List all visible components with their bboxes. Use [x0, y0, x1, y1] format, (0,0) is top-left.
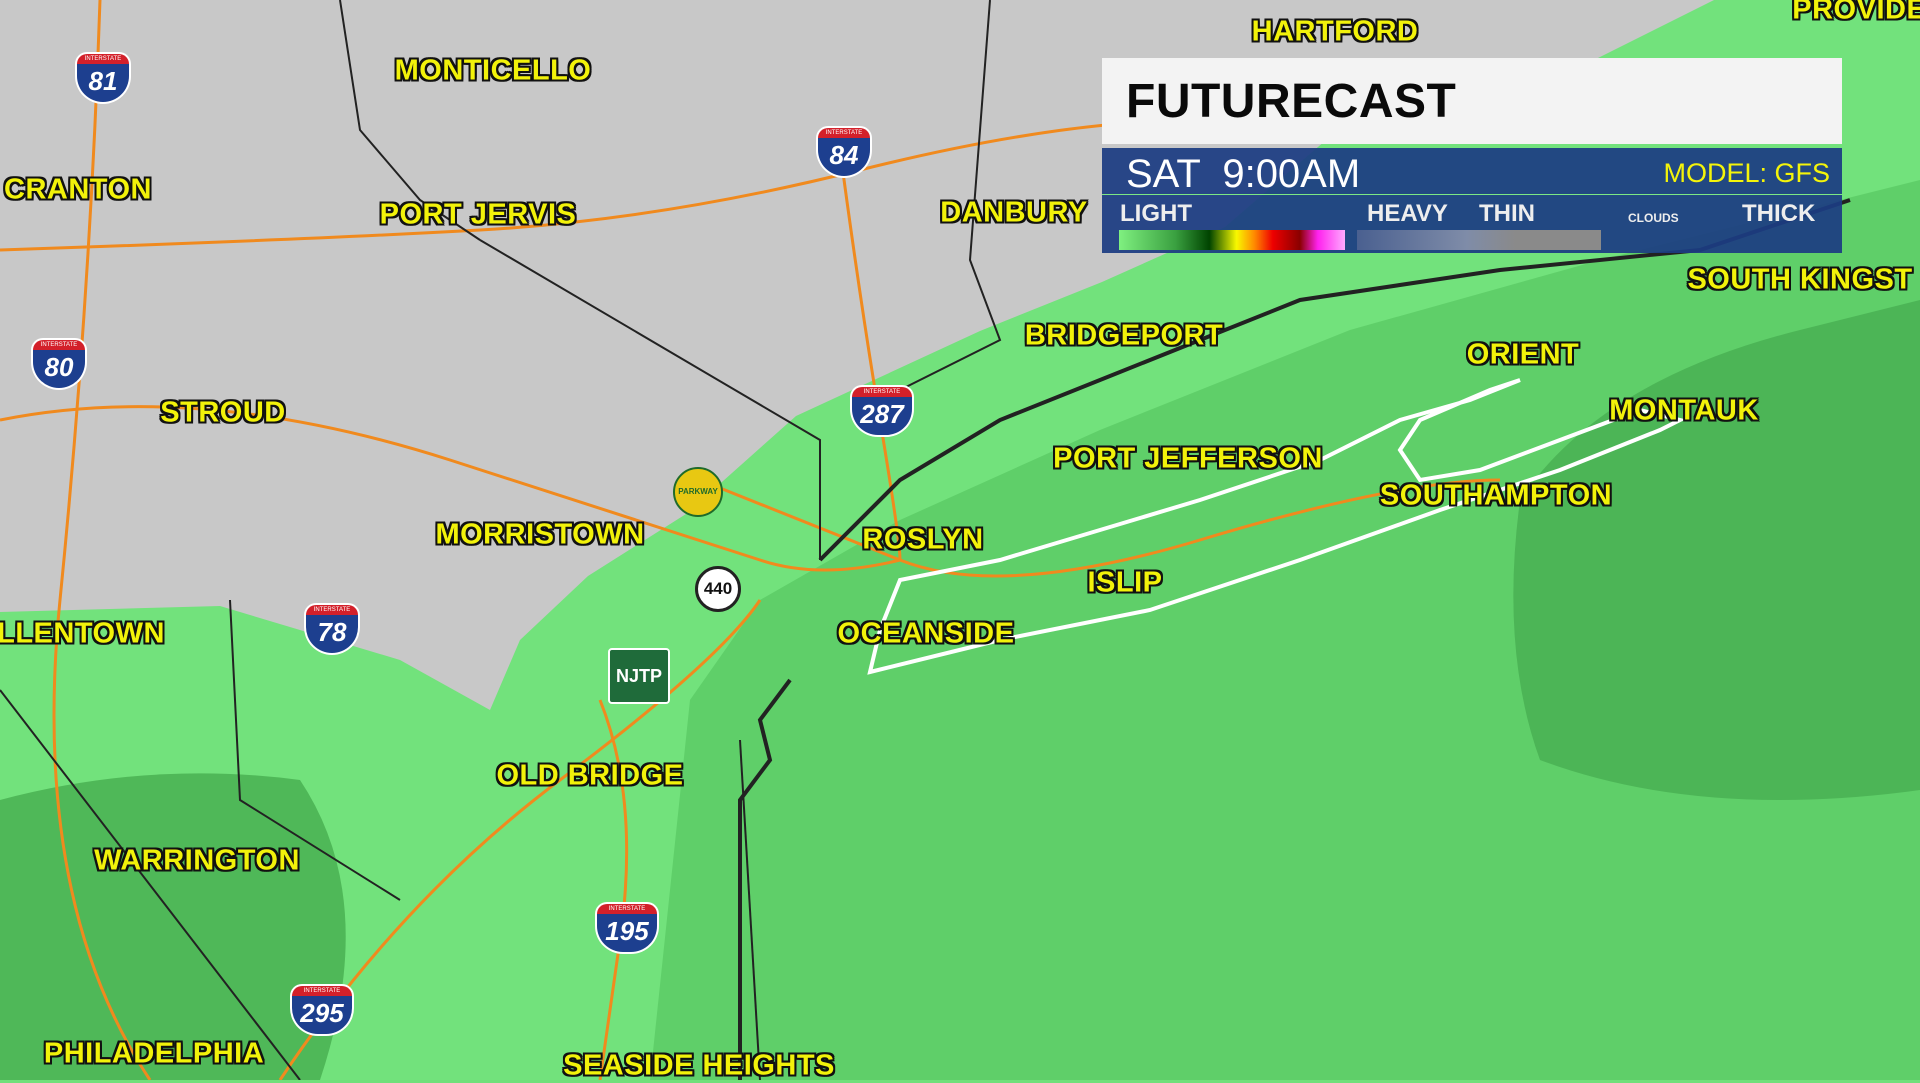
cloud-thick-label: THICK	[1742, 200, 1816, 227]
city-label: MONTAUK	[1609, 394, 1759, 427]
rain-dark-area	[1513, 300, 1920, 800]
precip-heavy-label: HEAVY	[1367, 200, 1448, 227]
long-island	[867, 378, 1686, 675]
nj-turnpike-shield: NJTP	[608, 648, 670, 704]
city-label: ROSLYN	[862, 523, 984, 556]
city-label: WARRINGTON	[94, 844, 300, 877]
city-label: SOUTH KINGST	[1687, 263, 1913, 296]
interstate-80-shield: INTERSTATE 80	[31, 338, 87, 390]
cloud-thin-label: THIN	[1479, 200, 1535, 227]
interstate-195-shield: INTERSTATE 195	[595, 902, 659, 954]
city-label: PORT JEFFERSON	[1053, 442, 1323, 475]
interstate-295-shield: INTERSTATE 295	[290, 984, 354, 1036]
divider	[1102, 194, 1842, 195]
city-label: CRANTON	[4, 173, 152, 206]
city-label: SEASIDE HEIGHTS	[563, 1049, 835, 1082]
rain-mid-area	[650, 180, 1920, 1080]
garden-state-parkway-shield: PARKWAY	[673, 467, 723, 517]
precip-light-label: LIGHT	[1120, 200, 1192, 227]
city-label: MORRISTOWN	[435, 518, 645, 551]
city-label: DANBURY	[940, 196, 1088, 229]
interstate-81-shield: INTERSTATE 81	[75, 52, 131, 104]
forecast-time: SAT 9:00AM	[1126, 152, 1361, 196]
city-label: OCEANSIDE	[837, 617, 1015, 650]
legend-title: FUTURECAST	[1126, 74, 1457, 128]
city-label: ORIENT	[1466, 338, 1580, 371]
precip-intensity-scale	[1119, 230, 1345, 250]
city-label: SOUTHAMPTON	[1379, 479, 1613, 512]
interstate-78-shield: INTERSTATE 78	[304, 603, 360, 655]
city-label: PHILADELPHIA	[43, 1037, 265, 1070]
city-label: PROVIDEN	[1792, 0, 1920, 26]
route-440-shield: 440	[695, 566, 741, 612]
connecticut-coast	[818, 198, 1851, 562]
city-label: ISLIP	[1087, 566, 1163, 599]
city-label: LLENTOWN	[0, 617, 165, 650]
city-label: HARTFORD	[1251, 15, 1419, 48]
nj-coast	[738, 678, 792, 1080]
county-borders	[0, 0, 1002, 1080]
city-label: MONTICELLO	[394, 54, 592, 87]
futurecast-legend: FUTURECAST SAT 9:00AM MODEL: GFS LIGHT H…	[1102, 58, 1842, 253]
city-label: BRIDGEPORT	[1024, 319, 1224, 352]
cloud-cover-scale	[1357, 230, 1601, 250]
interstate-287-shield: INTERSTATE 287	[850, 385, 914, 437]
city-label: OLD BRIDGE	[496, 759, 684, 792]
clouds-label: CLOUDS	[1628, 211, 1679, 225]
city-label: STROUD	[160, 396, 286, 429]
city-label: PORT JERVIS	[379, 198, 577, 231]
no-precip-area	[0, 0, 1714, 710]
model-label: MODEL: GFS	[1663, 158, 1830, 188]
interstate-84-shield: INTERSTATE 84	[816, 126, 872, 178]
legend-title-bar: FUTURECAST	[1102, 58, 1842, 144]
rain-dark-area-sw	[0, 773, 346, 1080]
legend-info-panel: SAT 9:00AM MODEL: GFS LIGHT HEAVY THIN C…	[1102, 148, 1842, 253]
